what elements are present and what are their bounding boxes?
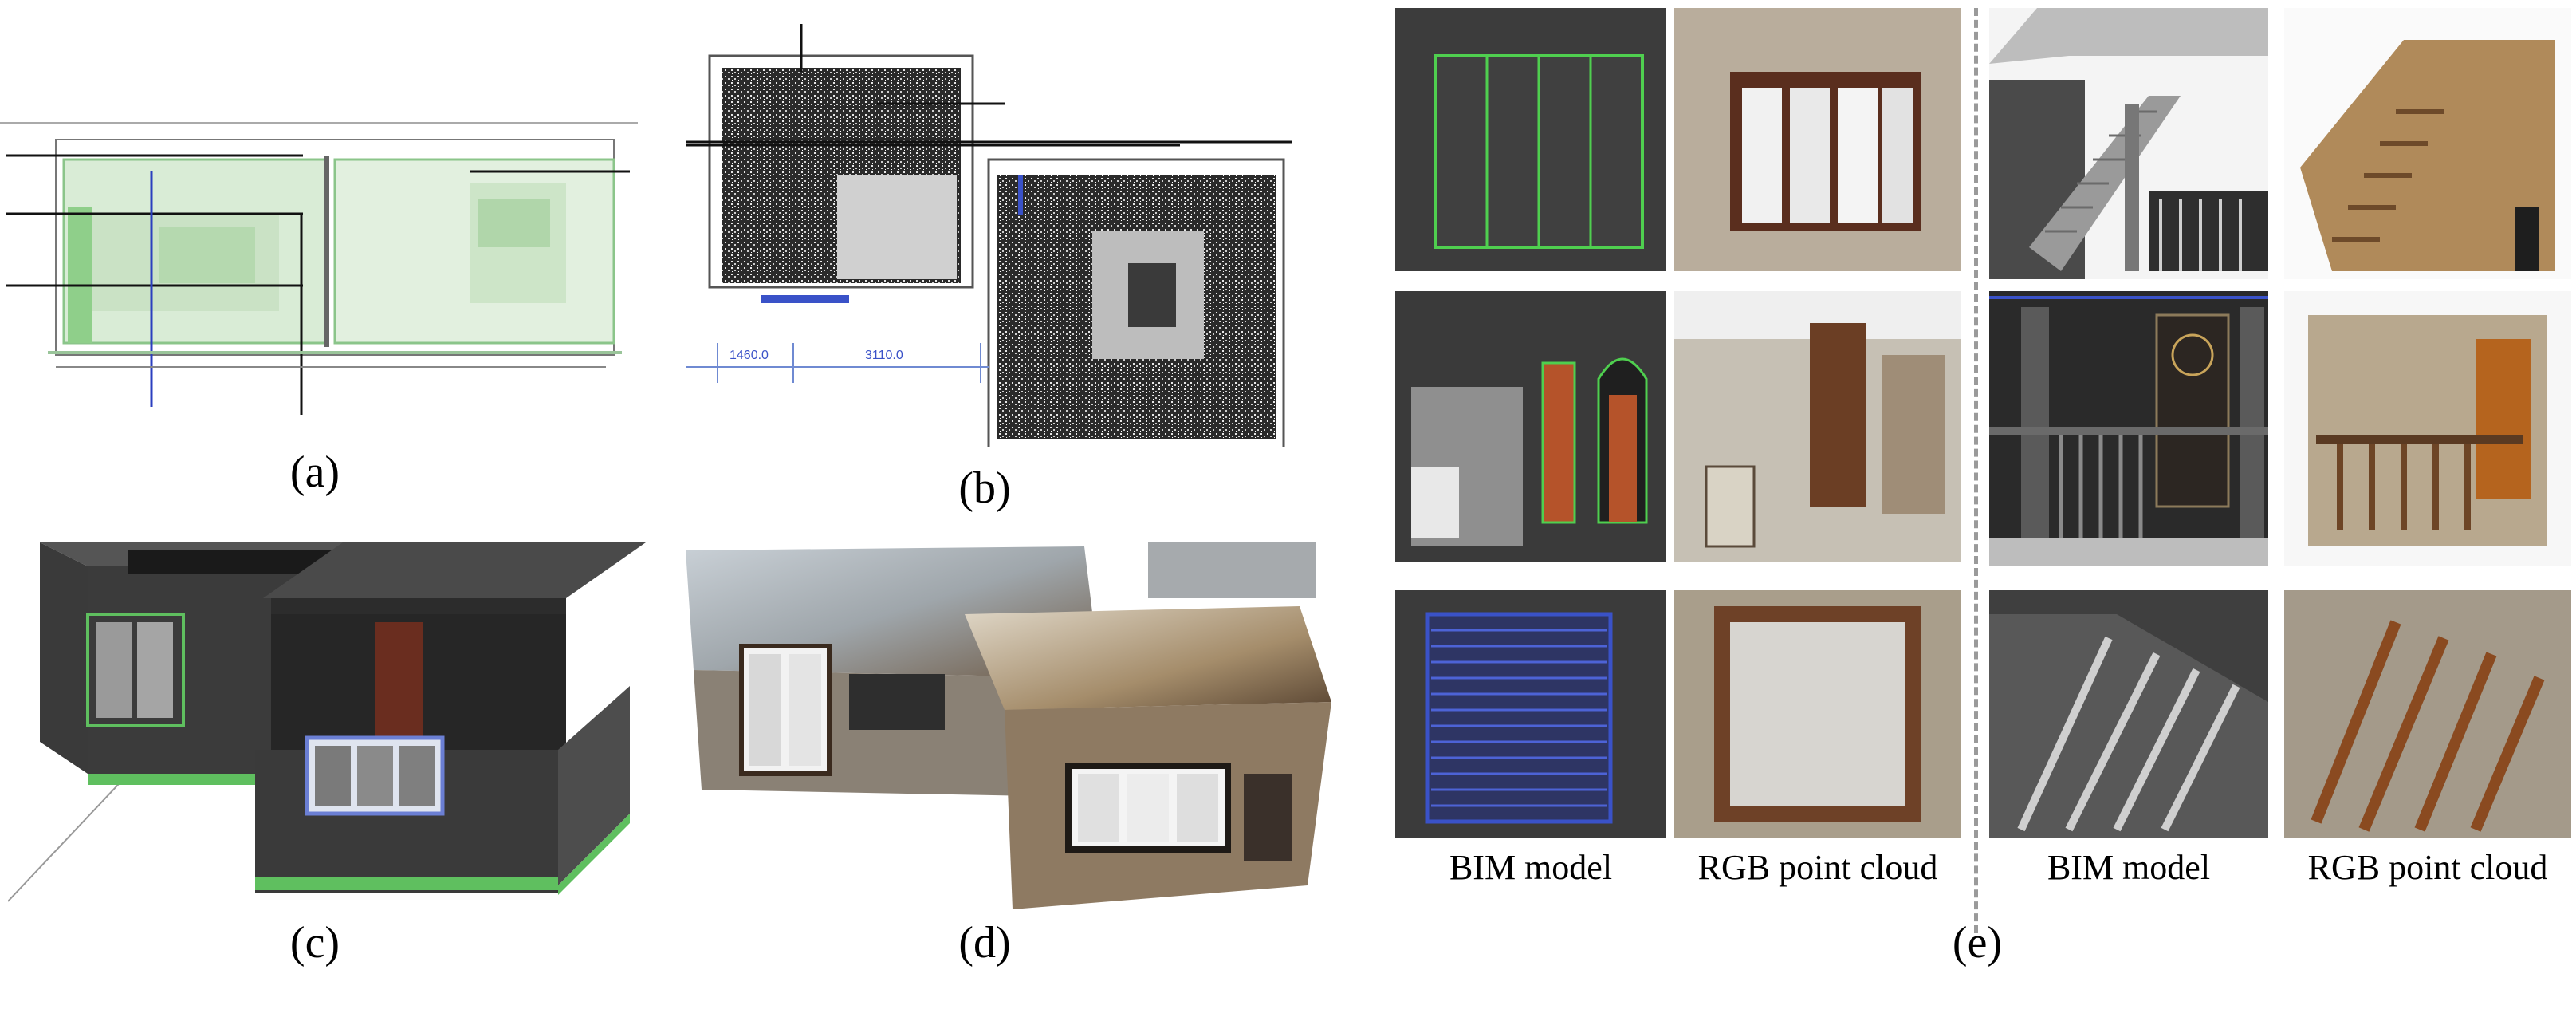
e-left-bim-doors bbox=[1395, 291, 1666, 562]
panel-c-bim-3d bbox=[8, 534, 646, 909]
caption-a: (a) bbox=[289, 447, 340, 497]
e-right-rgb-beams bbox=[2284, 590, 2571, 838]
caption-d: (d) bbox=[958, 918, 1011, 968]
e-label-bim-left: BIM model bbox=[1449, 848, 1613, 887]
e-left-rgb-doors bbox=[1674, 291, 1961, 562]
panel-d-drawing bbox=[686, 542, 1331, 909]
e-right-bim-beams bbox=[1989, 590, 2268, 838]
caption-b: (b) bbox=[958, 463, 1011, 513]
e-label-rgb-left: RGB point cloud bbox=[1697, 848, 1938, 887]
caption-c: (c) bbox=[289, 918, 340, 968]
panel-b-drawing: 1460.0 3110.0 bbox=[686, 24, 1292, 447]
panel-b-point-cloud-plan: 1460.0 3110.0 bbox=[686, 24, 1292, 447]
caption-e: (e) bbox=[1952, 918, 2003, 968]
dim-label-right: 3110.0 bbox=[865, 349, 903, 362]
e-left-rgb-blind bbox=[1674, 590, 1961, 838]
panel-c-drawing bbox=[8, 542, 646, 902]
e-left-rgb-window bbox=[1674, 8, 1961, 271]
dim-label-left: 1460.0 bbox=[730, 349, 769, 362]
panel-d-rgb-point-cloud bbox=[670, 534, 1331, 917]
e-left-bim-blind bbox=[1395, 590, 1666, 838]
panel-a-drawing bbox=[0, 122, 638, 415]
e-left-bim-window bbox=[1395, 8, 1666, 271]
e-label-bim-right: BIM model bbox=[2047, 848, 2211, 887]
e-right-rgb-stairs bbox=[2284, 8, 2571, 279]
e-right-rgb-balcony bbox=[2284, 291, 2571, 566]
e-right-bim-stairs bbox=[1989, 8, 2268, 279]
panel-a-plan-view bbox=[0, 112, 638, 431]
e-label-rgb-right: RGB point cloud bbox=[2307, 848, 2548, 887]
panel-e-divider bbox=[1974, 8, 1978, 933]
e-right-bim-balcony bbox=[1989, 291, 2268, 566]
